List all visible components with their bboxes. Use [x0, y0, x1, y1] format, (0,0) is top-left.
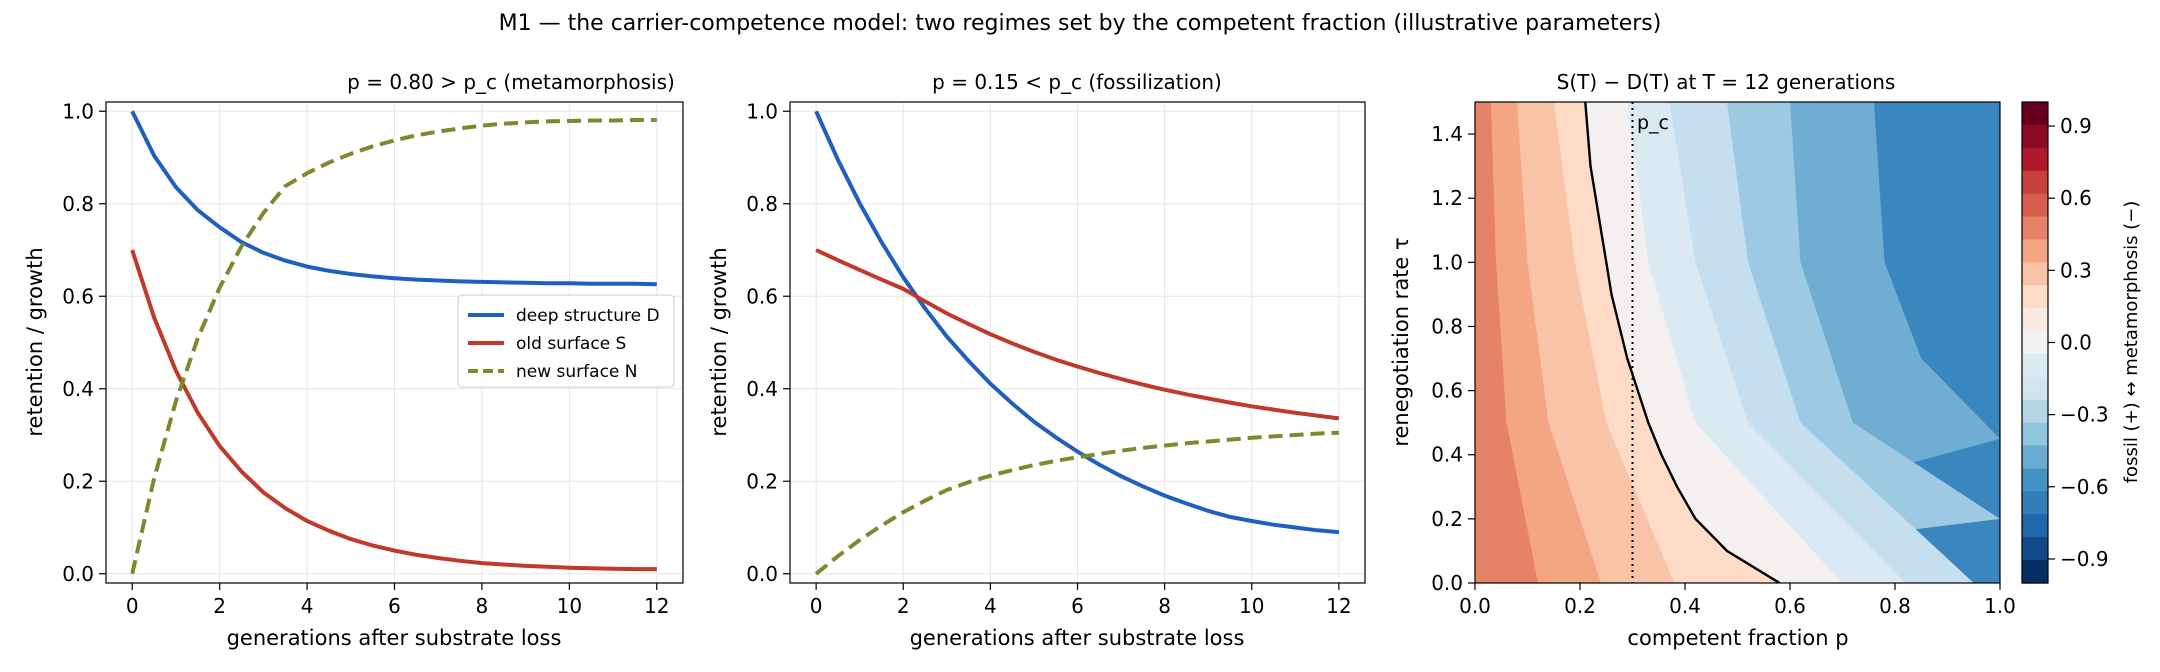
colorbar-segment: [2022, 514, 2048, 538]
y-tick-label: 0.0: [1431, 571, 1463, 595]
x-tick-label: 0.0: [1459, 594, 1491, 618]
panel-fossilization: p = 0.15 < p_c (fossilization) 0 2 4 6 8 10 12…: [707, 70, 1366, 650]
x-tick-label: 0.6: [1774, 594, 1806, 618]
series-line-new-surface-n: [814, 430, 1339, 576]
contour-band: [1475, 102, 1538, 583]
panel3-frame: [1474, 101, 2001, 584]
colorbar: 0.9 0.6 0.3 0.0 −0.3 −0.6 −0.9: [2021, 101, 2109, 584]
colorbar-segment: [2022, 285, 2048, 309]
series-line-deep-structure-d: [130, 110, 657, 287]
y-tick-label: 0.8: [1431, 314, 1463, 338]
colorbar-tick-label: −0.6: [2060, 475, 2109, 499]
zero-contour-line: [1584, 102, 1781, 583]
colorbar-tick-label: 0.9: [2060, 114, 2092, 138]
colorbar-segment: [2022, 422, 2048, 447]
panel2-xlabel: generations after substrate loss: [910, 626, 1245, 650]
series-line-old-surface-s: [130, 249, 657, 572]
legend-label: old surface S: [516, 334, 626, 354]
y-tick-label: 0.0: [62, 562, 94, 586]
y-tick-label: 0.8: [746, 192, 778, 216]
x-tick-label: 2: [213, 594, 226, 618]
colorbar-tick-label: −0.3: [2060, 403, 2109, 427]
colorbar-segment: [2022, 170, 2048, 195]
colorbar-segment: [2022, 102, 2048, 126]
x-tick-label: 6: [1071, 594, 1084, 618]
colorbar-segment: [2022, 399, 2048, 424]
legend-label: deep structure D: [516, 306, 660, 326]
colorbar-tick-label: 0.0: [2060, 331, 2092, 355]
y-tick-label: 0.4: [1431, 443, 1463, 467]
y-tick-label: 0.2: [62, 469, 94, 493]
colorbar-segment: [2022, 376, 2048, 401]
panel-contour-map: S(T) − D(T) at T = 12 generations p_c 0.…: [1389, 70, 2142, 650]
figure-suptitle: M1 — the carrier-competence model: two r…: [499, 11, 1662, 36]
y-tick-label: 0.6: [62, 284, 94, 308]
series-line-new-surface-n: [130, 118, 657, 575]
panel3-xlabel: competent fraction p: [1627, 626, 1848, 650]
x-tick-label: 0.2: [1564, 594, 1596, 618]
y-tick-label: 0.4: [746, 377, 778, 401]
y-tick-label: 1.0: [746, 99, 778, 123]
colorbar-tick-label: 0.6: [2060, 186, 2092, 210]
x-tick-label: 10: [557, 594, 582, 618]
x-tick-label: 8: [1158, 594, 1171, 618]
panel3-title: S(T) − D(T) at T = 12 generations: [1557, 70, 1896, 94]
y-tick-label: 0.0: [746, 562, 778, 586]
colorbar-segment: [2022, 239, 2048, 263]
colorbar-segment: [2022, 468, 2048, 492]
x-tick-label: 10: [1239, 594, 1264, 618]
y-tick-label: 0.6: [1431, 379, 1463, 403]
colorbar-segment: [2022, 491, 2048, 515]
colorbar-segment: [2022, 216, 2048, 241]
colorbar-tick-label: −0.9: [2060, 547, 2109, 571]
colorbar-segment: [2022, 560, 2048, 584]
x-tick-label: 0: [126, 594, 139, 618]
colorbar-segment: [2022, 445, 2048, 470]
panel1-xlabel: generations after substrate loss: [227, 626, 562, 650]
panel1-title: p = 0.80 > p_c (metamorphosis): [347, 70, 675, 94]
x-tick-label: 12: [1326, 594, 1351, 618]
y-tick-label: 0.6: [746, 284, 778, 308]
legend-label: new surface N: [516, 362, 638, 382]
panel-metamorphosis: p = 0.80 > p_c (metamorphosis) 0 2 4 6 8 10 12…: [23, 70, 684, 650]
x-tick-label: 4: [984, 594, 997, 618]
x-tick-label: 6: [388, 594, 401, 618]
x-tick-label: 12: [644, 594, 669, 618]
colorbar-segment: [2022, 331, 2048, 355]
x-tick-label: 1.0: [1984, 594, 2016, 618]
x-tick-label: 0.4: [1669, 594, 1701, 618]
series-line-old-surface-s: [815, 248, 1340, 421]
colorbar-segment: [2022, 262, 2048, 286]
colorbar-tick-label: 0.3: [2060, 258, 2092, 282]
legend-box: [457, 294, 675, 388]
colorbar-segment: [2022, 537, 2048, 561]
panel2-ylabel: retention / growth: [707, 247, 731, 436]
y-tick-label: 1.2: [1431, 186, 1463, 210]
x-tick-label: 4: [301, 594, 314, 618]
y-tick-label: 1.4: [1431, 122, 1463, 146]
panel3-ylabel: renegotiation rate τ: [1389, 237, 1413, 446]
series-line-deep-structure-d: [814, 110, 1340, 535]
x-tick-label: 0: [810, 594, 823, 618]
panel2-title: p = 0.15 < p_c (fossilization): [932, 70, 1222, 94]
panel1-legend: deep structure D old surface S new surface…: [457, 294, 675, 388]
panel1-ylabel: retention / growth: [23, 247, 47, 436]
x-tick-label: 2: [897, 594, 910, 618]
colorbar-label: fossil (+) ↔ metamorphosis (−): [2121, 201, 2142, 484]
x-tick-label: 8: [476, 594, 489, 618]
y-tick-label: 0.2: [746, 469, 778, 493]
colorbar-segment: [2022, 147, 2048, 172]
y-tick-label: 0.8: [62, 192, 94, 216]
colorbar-segment: [2022, 308, 2048, 332]
y-tick-label: 0.4: [62, 377, 94, 401]
x-tick-label: 0.8: [1879, 594, 1911, 618]
critical-fraction-label: p_c: [1637, 112, 1669, 134]
y-tick-label: 1.0: [62, 99, 94, 123]
colorbar-segment: [2022, 193, 2048, 218]
y-tick-label: 0.2: [1431, 507, 1463, 531]
colorbar-segment: [2022, 124, 2048, 149]
colorbar-segment: [2022, 353, 2048, 378]
y-tick-label: 1.0: [1431, 250, 1463, 274]
